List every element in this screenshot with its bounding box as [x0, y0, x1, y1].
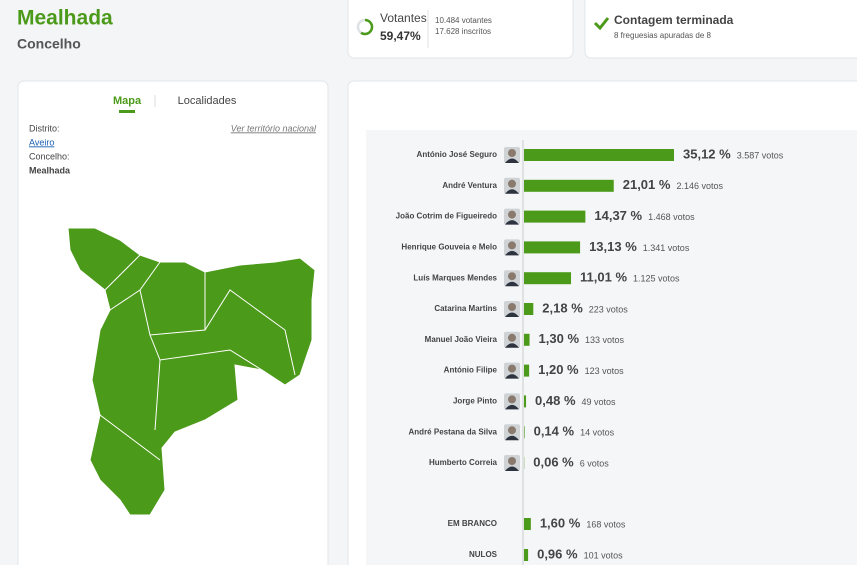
candidate-name: Humberto Correia	[429, 458, 498, 467]
avatar-body	[505, 250, 519, 256]
avatar-head	[508, 426, 516, 435]
bar	[524, 179, 614, 192]
percent-label: 14,37 %	[594, 208, 642, 223]
vote-count: 133 votos	[585, 335, 625, 345]
vote-count: 6 votos	[580, 458, 610, 468]
candidate-name: João Cotrim de Figueiredo	[396, 212, 497, 221]
candidate-name: André Pestana da Silva	[409, 427, 498, 436]
candidate-name: André Ventura	[442, 181, 497, 190]
percent-label: 21,01 %	[623, 177, 671, 192]
avatar-head	[508, 457, 516, 465]
vote-count: 49 votos	[582, 397, 617, 407]
subtitle: Concelho	[17, 36, 81, 52]
avatar-body	[505, 435, 519, 441]
registered: 17.628 inscritos	[435, 27, 491, 36]
candidate-name: Henrique Gouveia e Melo	[401, 243, 497, 252]
municipality: Mealhada	[29, 165, 71, 175]
avatar-body	[505, 312, 519, 317]
candidate-name: Catarina Martins	[434, 304, 497, 313]
percent-label: 2,18 %	[542, 300, 583, 315]
candidate-name: Manuel João Vieira	[425, 335, 498, 344]
municipality-label: Concelho:	[29, 151, 70, 161]
turnout-label: Votantes	[380, 11, 427, 25]
avatar-head	[508, 179, 516, 188]
bar	[524, 518, 531, 530]
candidate-name: NULOS	[469, 550, 498, 559]
tab-underline	[119, 110, 135, 113]
percent-label: 1,30 %	[539, 331, 580, 346]
avatar-head	[508, 149, 516, 157]
vote-count: 123 votos	[585, 366, 625, 376]
voters: 10.484 votantes	[435, 16, 492, 25]
count-detail: 8 freguesias apuradas de 8	[614, 31, 712, 40]
avatar-body	[505, 404, 519, 410]
avatar-head	[508, 303, 516, 311]
results-area	[366, 130, 857, 565]
percent-label: 1,20 %	[538, 362, 579, 377]
avatar-body	[505, 158, 519, 163]
candidate-name: Jorge Pinto	[453, 397, 497, 406]
national-link[interactable]: Ver território nacional	[231, 123, 317, 133]
vote-count: 14 votos	[580, 428, 615, 438]
bar	[524, 364, 530, 377]
vote-count: 223 votos	[589, 304, 629, 314]
tab[interactable]: Localidades	[178, 95, 237, 107]
percent-label: 0,48 %	[535, 393, 576, 408]
bar	[524, 549, 529, 561]
bar	[524, 210, 586, 223]
count-title: Contagem terminada	[614, 13, 734, 27]
parish-borders	[99, 254, 296, 461]
vote-count: 3.587 votos	[737, 150, 784, 160]
avatar-head	[508, 241, 516, 250]
avatar-body	[505, 281, 519, 287]
vote-count: 168 votos	[586, 519, 626, 529]
map-municipality[interactable]	[67, 227, 316, 516]
bar	[524, 395, 527, 408]
district-label: Distrito:	[29, 123, 60, 133]
percent-label: 11,01 %	[580, 270, 627, 285]
bar	[524, 333, 530, 346]
candidate-name: EM BRANCO	[448, 519, 497, 528]
percent-label: 0,96 %	[537, 546, 578, 561]
vote-count: 1.125 votos	[633, 274, 680, 284]
vote-count: 101 votos	[584, 550, 624, 560]
candidate-name: António José Seguro	[417, 150, 498, 159]
turnout-ring	[360, 18, 374, 36]
title: Mealhada	[17, 7, 113, 30]
avatar-head	[508, 272, 516, 281]
bar	[524, 426, 525, 439]
avatar-body	[505, 220, 519, 225]
percent-label: 0,14 %	[534, 424, 575, 439]
avatar-head	[508, 333, 516, 342]
avatar-head	[508, 395, 516, 404]
bar	[524, 149, 674, 161]
district-link[interactable]: Aveiro	[29, 137, 54, 147]
avatar-body	[505, 343, 519, 348]
avatar-body	[505, 374, 519, 379]
bar	[524, 303, 534, 315]
candidate-name: Luís Marques Mendes	[413, 273, 497, 282]
percent-label: 13,13 %	[589, 239, 637, 254]
vote-count: 1.341 votos	[643, 243, 690, 253]
tab[interactable]: Mapa	[113, 95, 142, 107]
avatar-head	[508, 210, 516, 219]
avatar-head	[508, 364, 516, 373]
vote-count: 2.146 votos	[676, 181, 723, 191]
bar	[524, 272, 572, 285]
vote-count: 1.468 votos	[648, 212, 695, 222]
check-icon	[593, 17, 610, 31]
turnout-percent: 59,47%	[380, 29, 421, 43]
avatar-body	[505, 189, 519, 194]
percent-label: 35,12 %	[683, 146, 731, 161]
bar	[524, 241, 581, 254]
avatar-body	[505, 466, 519, 471]
percent-label: 1,60 %	[540, 515, 581, 530]
turnout-card	[347, 0, 574, 59]
candidate-name: António Filipe	[444, 366, 498, 375]
percent-label: 0,06 %	[533, 454, 574, 469]
count-card	[584, 0, 857, 59]
